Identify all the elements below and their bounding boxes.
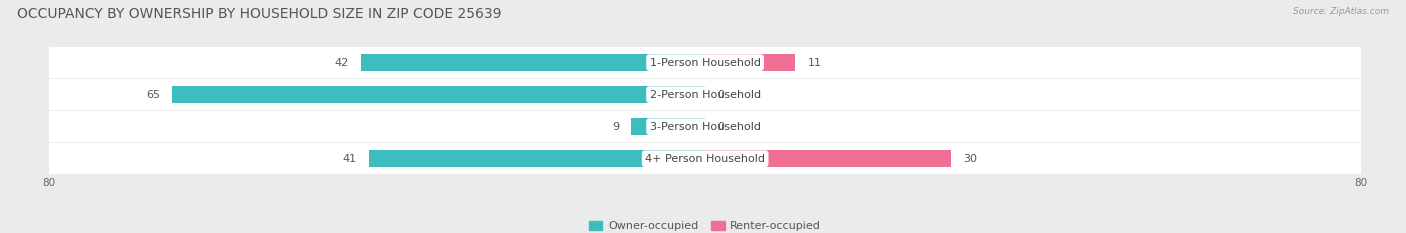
Bar xyxy=(368,151,706,167)
Text: 11: 11 xyxy=(807,58,821,68)
Text: 1-Person Household: 1-Person Household xyxy=(650,58,761,68)
Legend: Owner-occupied, Renter-occupied: Owner-occupied, Renter-occupied xyxy=(585,216,825,233)
Bar xyxy=(361,54,706,71)
Bar xyxy=(49,111,1361,142)
Bar xyxy=(49,79,1361,110)
Bar xyxy=(49,143,1361,174)
Bar xyxy=(172,86,706,103)
Text: 9: 9 xyxy=(612,122,619,132)
Text: 3-Person Household: 3-Person Household xyxy=(650,122,761,132)
Text: 2-Person Household: 2-Person Household xyxy=(650,90,761,100)
Text: 4+ Person Household: 4+ Person Household xyxy=(645,154,765,164)
Bar xyxy=(706,54,796,71)
Text: 30: 30 xyxy=(963,154,977,164)
Text: 0: 0 xyxy=(717,90,724,100)
Bar xyxy=(49,47,1361,78)
Bar xyxy=(631,118,706,135)
Text: 41: 41 xyxy=(343,154,357,164)
Text: Source: ZipAtlas.com: Source: ZipAtlas.com xyxy=(1294,7,1389,16)
Text: 0: 0 xyxy=(717,122,724,132)
Bar xyxy=(706,151,950,167)
Text: 42: 42 xyxy=(335,58,349,68)
Text: OCCUPANCY BY OWNERSHIP BY HOUSEHOLD SIZE IN ZIP CODE 25639: OCCUPANCY BY OWNERSHIP BY HOUSEHOLD SIZE… xyxy=(17,7,502,21)
Text: 65: 65 xyxy=(146,90,160,100)
